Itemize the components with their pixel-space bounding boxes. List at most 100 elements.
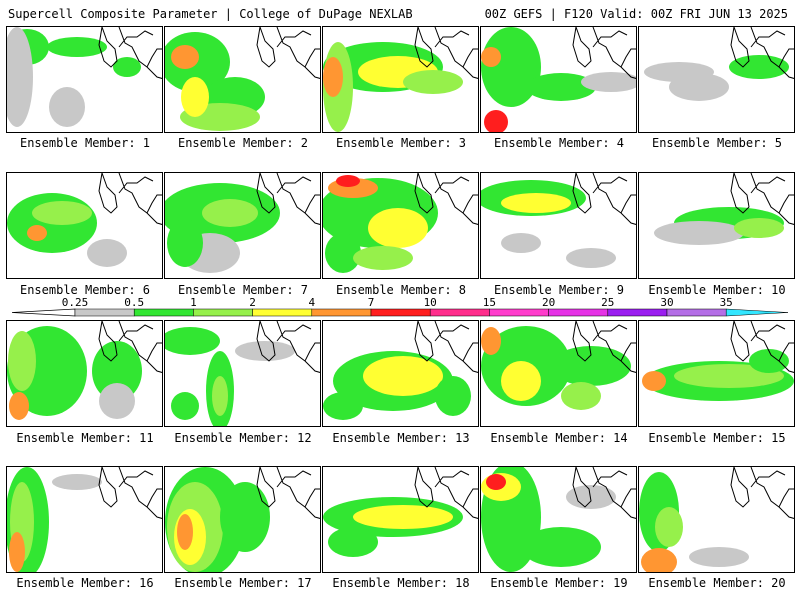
scp-contour-region <box>551 346 631 386</box>
scp-contour-map <box>644 27 794 101</box>
scp-contour-map <box>639 467 794 572</box>
scp-contour-region <box>212 376 228 416</box>
scp-contour-region <box>481 47 501 67</box>
member-label: Ensemble Member: 14 <box>490 431 628 445</box>
scp-contour-region <box>8 331 36 391</box>
great-lakes-outline <box>256 467 320 519</box>
map-panel-14 <box>480 320 637 427</box>
colorbar-under-arrow <box>11 308 76 317</box>
great-lakes-outline <box>98 27 162 79</box>
scp-contour-region <box>113 57 141 77</box>
scp-contour-map <box>165 467 320 572</box>
colorbar-level-label: 0.5 <box>124 296 144 309</box>
scp-contour-region <box>403 70 463 94</box>
colorbar-segment <box>429 308 490 317</box>
scp-contour-region <box>87 239 127 267</box>
scp-contour-region <box>9 392 29 420</box>
member-label: Ensemble Member: 2 <box>177 136 309 150</box>
great-lakes-outline <box>414 467 478 519</box>
great-lakes-outline <box>730 467 794 519</box>
scp-contour-region <box>729 55 789 79</box>
colorbar-segment <box>252 308 313 317</box>
scp-contour-map <box>323 321 478 420</box>
great-lakes-outline <box>572 173 636 225</box>
title-right: 00Z GEFS | F120 Valid: 00Z FRI JUN 13 20… <box>484 7 788 21</box>
scp-contour-region <box>486 474 506 490</box>
colorbar-level-label: 35 <box>720 296 733 309</box>
scp-contour-map <box>654 173 794 245</box>
colorbar-segment <box>370 308 431 317</box>
great-lakes-outline <box>256 173 320 225</box>
scp-contour-region <box>167 219 203 267</box>
map-panel-11 <box>6 320 163 427</box>
map-panel-2 <box>164 26 321 133</box>
scp-contour-map <box>642 321 794 401</box>
member-label: Ensemble Member: 19 <box>490 576 628 590</box>
scp-contour-region <box>27 225 47 241</box>
great-lakes-outline <box>256 321 320 373</box>
member-label: Ensemble Member: 13 <box>332 431 470 445</box>
scp-contour-region <box>47 37 107 57</box>
scp-contour-region <box>481 327 501 355</box>
scp-contour-region <box>202 199 258 227</box>
great-lakes-outline <box>414 321 478 373</box>
scp-contour-region <box>501 233 541 253</box>
great-lakes-outline <box>414 173 478 225</box>
scp-contour-region <box>353 505 453 529</box>
scp-contour-region <box>171 45 199 69</box>
colorbar-segment <box>607 308 668 317</box>
great-lakes-outline <box>256 27 320 79</box>
map-panel-16 <box>6 466 163 573</box>
map-panel-9 <box>480 172 637 279</box>
great-lakes-outline <box>414 27 478 79</box>
member-label: Ensemble Member: 12 <box>174 431 312 445</box>
scp-contour-region <box>363 356 443 396</box>
map-panel-1 <box>6 26 163 133</box>
great-lakes-outline <box>572 27 636 79</box>
scp-contour-region <box>484 110 508 132</box>
map-panel-3 <box>322 26 479 133</box>
scp-contour-region <box>734 218 784 238</box>
colorbar-level-label: 10 <box>424 296 437 309</box>
map-panel-10 <box>638 172 795 279</box>
map-panel-8 <box>322 172 479 279</box>
colorbar-segment <box>311 308 372 317</box>
member-label: Ensemble Member: 20 <box>648 576 786 590</box>
map-panel-6 <box>6 172 163 279</box>
scp-contour-region <box>501 361 541 401</box>
scp-contour-map <box>481 173 636 268</box>
member-label: Ensemble Member: 5 <box>651 136 783 150</box>
scp-contour-region <box>32 201 92 225</box>
scp-contour-region <box>49 87 85 127</box>
colorbar-level-label: 25 <box>601 296 614 309</box>
great-lakes-outline <box>572 467 636 519</box>
scp-contour-map <box>481 321 636 410</box>
colorbar-segment <box>666 308 727 317</box>
scp-contour-region <box>669 73 729 101</box>
member-label: Ensemble Member: 17 <box>174 576 312 590</box>
scp-contour-region <box>435 376 471 416</box>
member-label: Ensemble Member: 3 <box>335 136 467 150</box>
map-panel-18 <box>322 466 479 573</box>
scp-contour-map <box>7 27 162 127</box>
colorbar-segment <box>74 308 135 317</box>
scp-contour-region <box>323 392 363 420</box>
map-panel-20 <box>638 466 795 573</box>
colorbar-level-label: 1 <box>190 296 197 309</box>
colorbar-level-label: 30 <box>660 296 673 309</box>
member-label: Ensemble Member: 16 <box>16 576 154 590</box>
scp-contour-region <box>325 233 361 273</box>
scp-contour-region <box>353 246 413 270</box>
color-bar: 0.25 0.5 1 2 4 7 10 15 20 25 30 35 <box>11 296 789 317</box>
scp-contour-region <box>655 507 683 547</box>
scp-contour-region <box>177 514 193 550</box>
great-lakes-outline <box>572 321 636 373</box>
member-label: Ensemble Member: 18 <box>332 576 470 590</box>
scp-contour-region <box>171 392 199 420</box>
scp-contour-map <box>7 173 162 267</box>
map-panel-19 <box>480 466 637 573</box>
scp-contour-map <box>7 321 162 420</box>
scp-contour-map <box>165 321 320 426</box>
colorbar-level-label: 7 <box>368 296 375 309</box>
great-lakes-outline <box>98 467 162 519</box>
